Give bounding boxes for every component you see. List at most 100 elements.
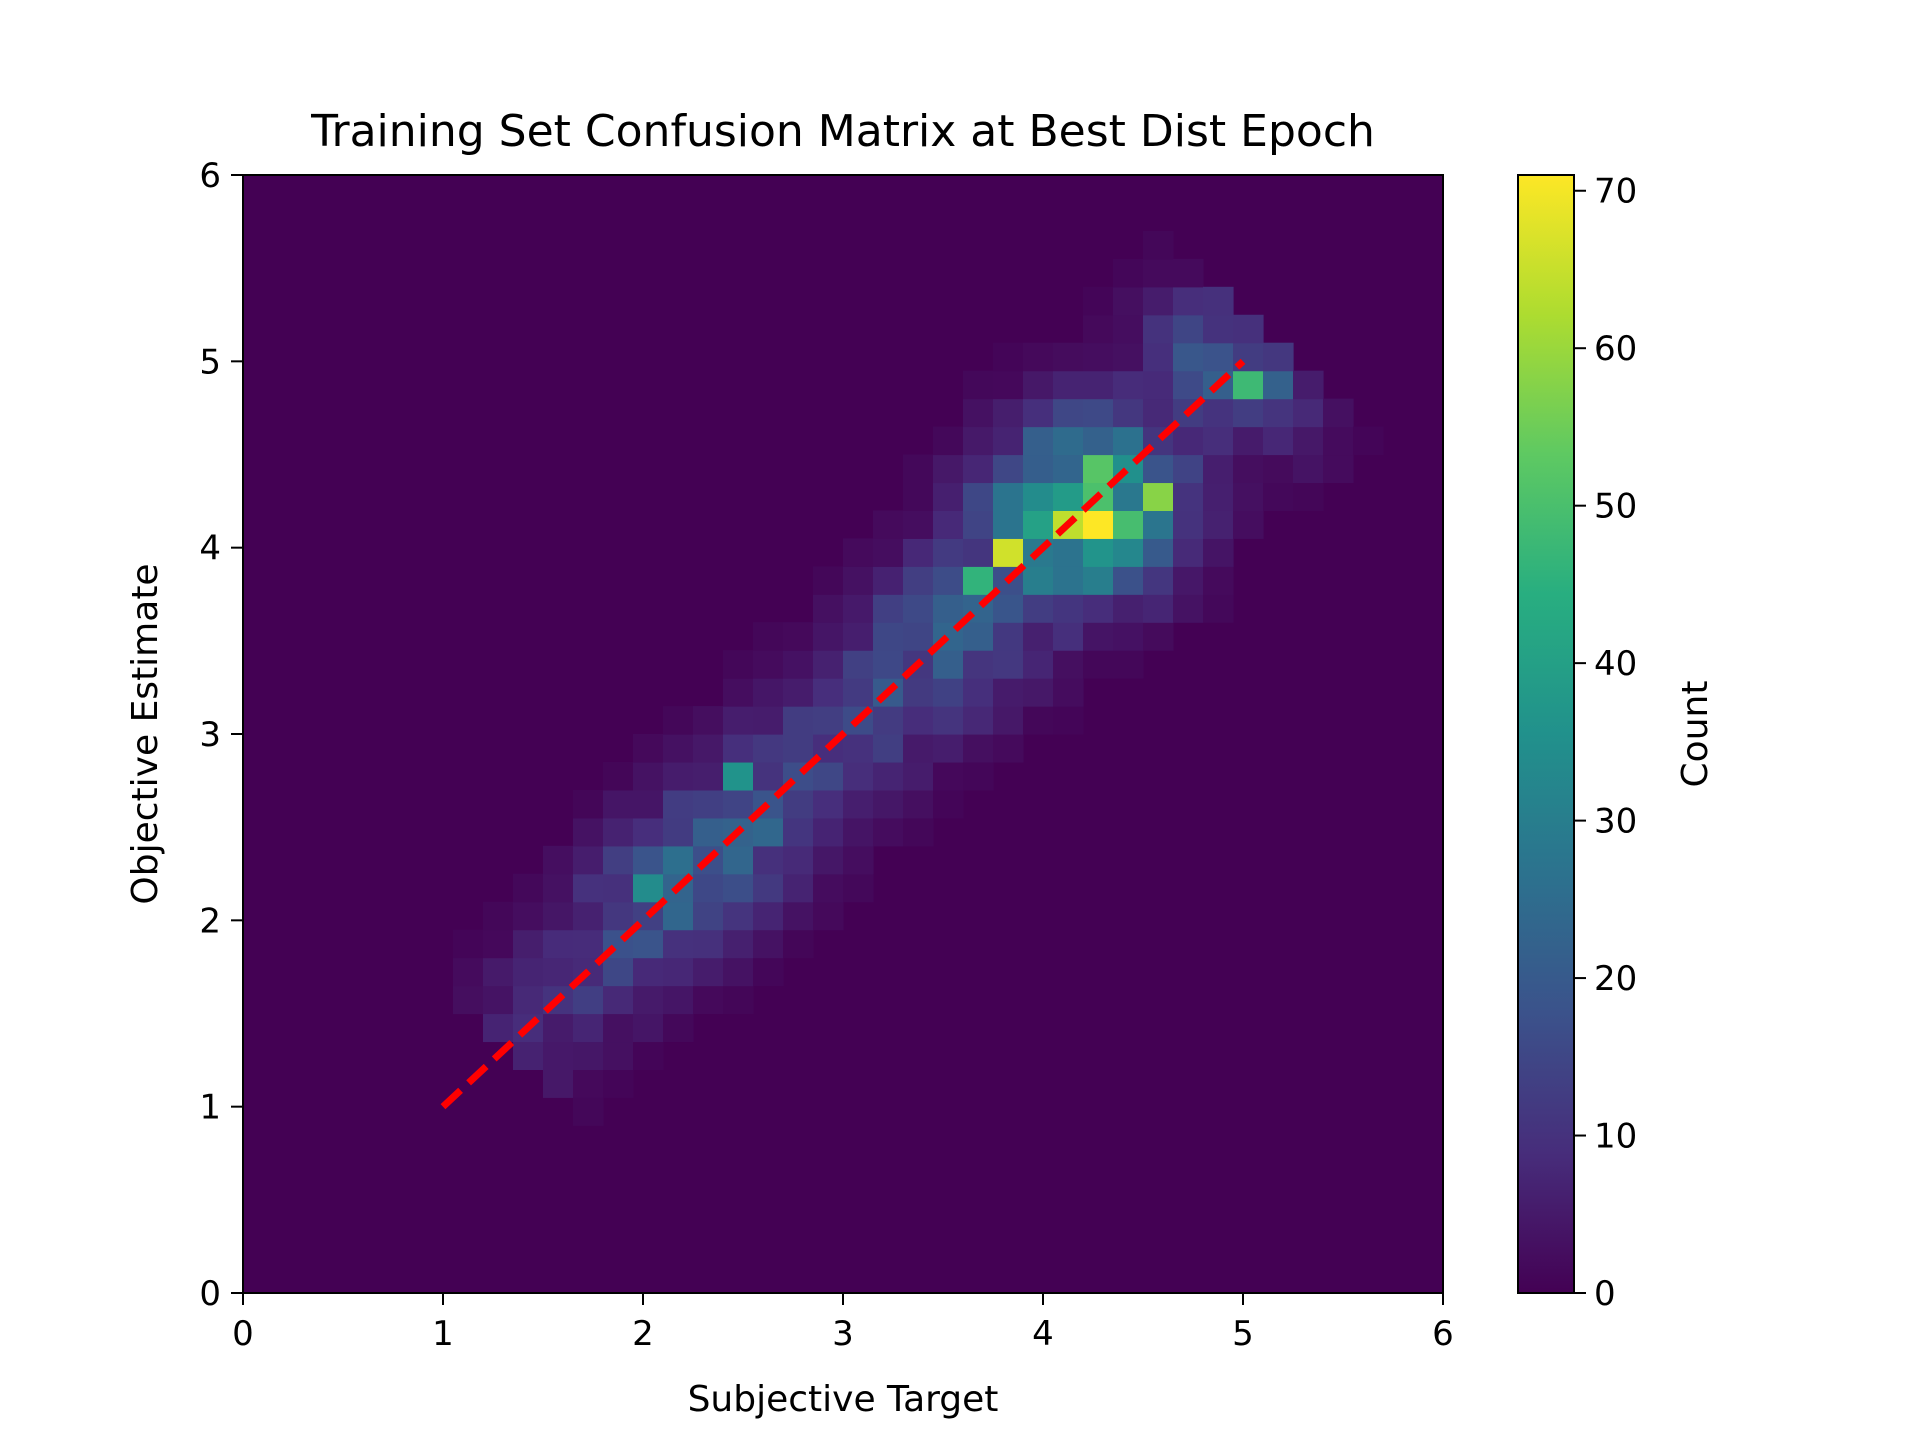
heatmap-cell (933, 734, 964, 763)
reference-line (440, 358, 1246, 1110)
heatmap-cell (1113, 650, 1144, 679)
heatmap-cell (1023, 426, 1054, 456)
heatmap-cell (753, 678, 784, 707)
heatmap-cell (573, 1069, 604, 1098)
heatmap-cell (1023, 566, 1054, 595)
heatmap-cell (1083, 454, 1114, 484)
heatmap-cell (1053, 342, 1084, 372)
heatmap-cell (1023, 594, 1054, 623)
heatmap-cell (963, 650, 994, 679)
heatmap-cell (963, 426, 994, 456)
heatmap-cell (1323, 398, 1354, 428)
heatmap-cell (993, 594, 1024, 623)
heatmap-cell (663, 957, 694, 987)
colorbar-axis: 0 10 20 30 40 50 60 70 (1574, 172, 1637, 1314)
heatmap-cell (1173, 286, 1204, 316)
heatmap-cell (1293, 482, 1324, 511)
heatmap-cell (1263, 482, 1294, 511)
heatmap-cell (453, 957, 484, 987)
heatmap-cell (1293, 398, 1324, 428)
heatmap-cell (753, 957, 784, 987)
heatmap-cell (1293, 454, 1324, 484)
heatmap-cell (1233, 398, 1264, 428)
heatmap-cell (963, 706, 994, 735)
heatmap-cell (1203, 342, 1234, 372)
heatmap-cell (1323, 454, 1354, 484)
heatmap-cell (1113, 370, 1144, 400)
colorbar-tick-label: 50 (1594, 487, 1637, 527)
heatmap-cell (1233, 370, 1264, 400)
heatmap-cell (633, 985, 664, 1015)
y-tick-label: 1 (199, 1088, 221, 1128)
heatmap-cell (723, 873, 754, 903)
heatmap-cell (1233, 314, 1264, 344)
heatmap-cell (483, 957, 514, 987)
heatmap-cell (543, 1069, 574, 1098)
heatmap-cell (933, 761, 964, 791)
heatmap-cell (1023, 650, 1054, 679)
heatmap-cell (1023, 482, 1054, 511)
heatmap-cell (1023, 678, 1054, 707)
heatmap-cell (903, 789, 934, 819)
heatmap-cell (783, 678, 814, 707)
heatmap-cell (1083, 342, 1114, 372)
heatmap-cell (813, 761, 844, 791)
heatmap-cell (1113, 398, 1144, 428)
heatmap-cell (993, 734, 1024, 763)
heatmap-cell (1053, 370, 1084, 400)
heatmap-cell (1023, 454, 1054, 484)
heatmap-cell (843, 678, 874, 707)
heatmap-cell (543, 845, 574, 875)
heatmap-cell (963, 538, 994, 567)
heatmap-cell (663, 901, 694, 931)
colorbar-tick-label: 10 (1594, 1117, 1637, 1157)
heatmap-cell (783, 734, 814, 763)
heatmap-cell (783, 929, 814, 959)
x-axis: 0 1 2 3 4 5 6 (232, 1293, 1454, 1354)
heatmap-cell (1113, 594, 1144, 623)
heatmap-cell (723, 985, 754, 1015)
heatmap-cell (1083, 538, 1114, 567)
heatmap-cell (843, 761, 874, 791)
heatmap-cell (933, 510, 964, 539)
heatmap-cell (603, 845, 634, 875)
heatmap-cell (873, 566, 904, 595)
colorbar-tick-label: 20 (1594, 959, 1637, 999)
heatmap-cell (513, 873, 544, 903)
heatmap-cell (1203, 566, 1234, 595)
heatmap-cell (933, 678, 964, 707)
heatmap-cell (1053, 538, 1084, 567)
heatmap-cell (1143, 566, 1174, 595)
heatmap-cell (873, 538, 904, 567)
heatmap-cell (1113, 538, 1144, 567)
colorbar-label: Count (1675, 681, 1716, 788)
heatmap-cell (483, 901, 514, 931)
heatmap-cell (1143, 594, 1174, 623)
heatmap-cell (873, 706, 904, 735)
x-tick-label: 2 (632, 1314, 654, 1354)
heatmap-cell (1203, 398, 1234, 428)
y-tick-label: 5 (199, 342, 221, 382)
heatmap-cell (813, 650, 844, 679)
heatmap-cell (723, 845, 754, 875)
heatmap-cell (843, 734, 874, 763)
heatmap-cell (1053, 706, 1084, 735)
heatmap-cell (1113, 482, 1144, 511)
heatmap-cell (1113, 258, 1144, 288)
x-tick-label: 6 (1432, 1314, 1454, 1354)
heatmap-cell (1173, 258, 1204, 288)
heatmap-cell (1083, 370, 1114, 400)
heatmap-cell (843, 566, 874, 595)
heatmap-cell (993, 510, 1024, 539)
heatmap-cell (783, 845, 814, 875)
heatmap-cell (843, 845, 874, 875)
heatmap-cell (753, 650, 784, 679)
heatmap-cell (573, 845, 604, 875)
heatmap-cell (903, 566, 934, 595)
heatmap-cell (693, 734, 724, 763)
heatmap-cell (1023, 510, 1054, 539)
heatmap-cell (1143, 258, 1174, 288)
heatmap-cell (843, 650, 874, 679)
heatmap-cell (813, 678, 844, 707)
